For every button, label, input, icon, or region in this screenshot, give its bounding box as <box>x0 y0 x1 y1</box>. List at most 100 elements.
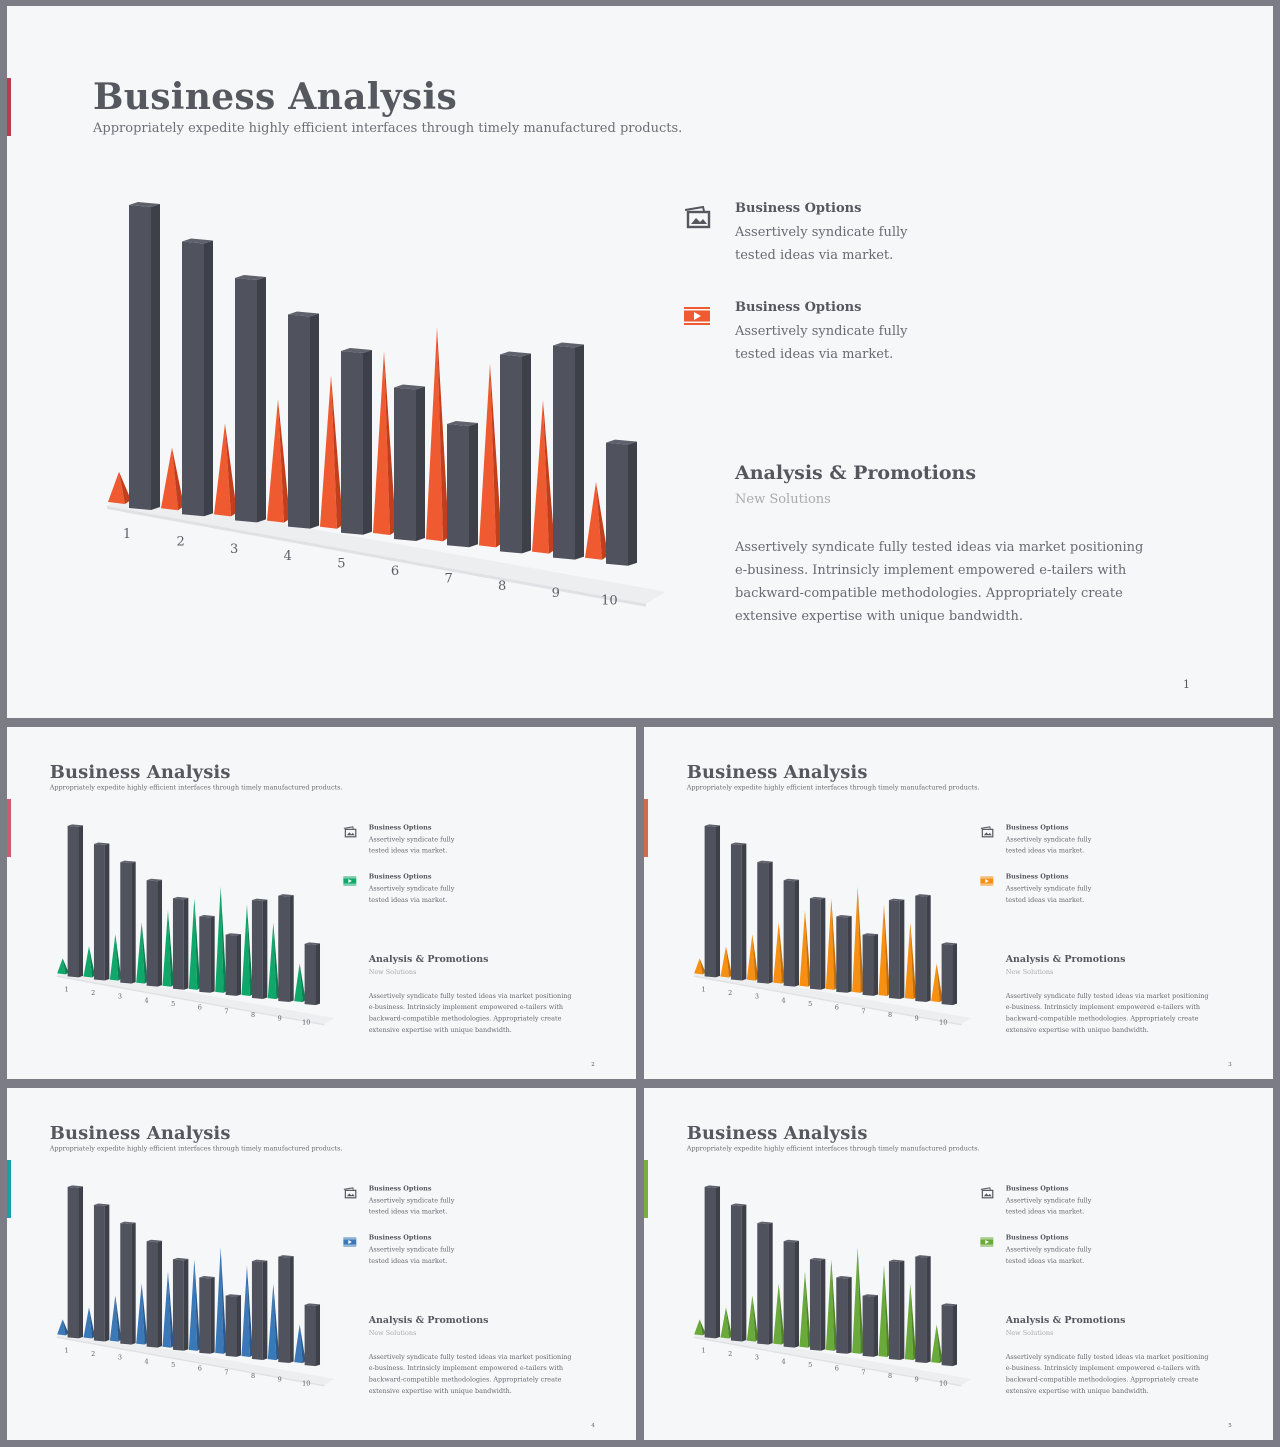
section-body: Assertively syndicate fully tested ideas… <box>1005 992 1209 1035</box>
section-subtitle: New Solutions <box>368 1329 417 1337</box>
cone-mark-shade <box>278 399 290 523</box>
bar-chart: 1 2 3 4 5 6 7 8 9 10 <box>56 824 335 1026</box>
cone-mark-shade <box>752 1295 759 1342</box>
bar-mark <box>783 1241 795 1348</box>
tick-label: 5 <box>808 1361 812 1369</box>
bar-mark <box>888 900 900 999</box>
section-title: Analysis & Promotions <box>1005 1314 1126 1326</box>
tick-label: 3 <box>118 1354 122 1362</box>
section-body: Assertively syndicate fully tested ideas… <box>1005 1353 1209 1396</box>
tick-label: 3 <box>230 542 238 557</box>
slide-subtitle: Appropriately expedite highly efficient … <box>49 1145 343 1153</box>
cone-mark <box>904 922 914 1000</box>
cone-mark-shade <box>141 922 148 984</box>
bar-mark <box>888 1261 900 1360</box>
tick-label: 5 <box>171 1000 175 1008</box>
bar-mark-side <box>847 1277 852 1354</box>
section-body: Assertively syndicate fully tested ideas… <box>368 992 572 1035</box>
cone-mark <box>825 898 835 990</box>
cone-mark <box>479 363 496 548</box>
bar-mark <box>606 442 628 566</box>
slide-thumbnail[interactable]: Business Analysis Appropriately expedite… <box>7 727 636 1079</box>
bar-mark <box>757 862 769 984</box>
bar-mark-top <box>704 1185 721 1188</box>
cone-mark <box>799 1271 808 1348</box>
bar-mark-side <box>157 879 163 987</box>
bar-mark <box>172 1259 184 1351</box>
cone-mark <box>931 963 940 1003</box>
cone-mark <box>532 400 549 554</box>
option-text: Assertively syndicate fully tested ideas… <box>1005 1245 1092 1265</box>
cone-mark-shade <box>115 1295 122 1342</box>
cone-mark-shade <box>62 958 69 975</box>
tick-label: 7 <box>861 1368 865 1376</box>
slide-thumbnail[interactable]: Business Analysis Appropriately expedite… <box>7 6 1273 718</box>
option-text: Assertively syndicate fully tested ideas… <box>735 225 908 263</box>
cone-mark-shade <box>220 886 227 993</box>
bar-mark-side <box>262 899 268 999</box>
bar-mark-side <box>104 1204 110 1342</box>
bar-mark-top <box>394 384 425 390</box>
bar-mark-side <box>469 423 478 548</box>
cone-mark <box>267 922 277 1000</box>
cone-mark <box>694 958 703 975</box>
option-title: Business Options <box>735 201 862 216</box>
bar-mark <box>730 844 742 981</box>
cone-mark-shade <box>115 934 122 981</box>
bar-mark-top <box>783 1239 800 1243</box>
slide-thumbnail[interactable]: Business Analysis Appropriately expedite… <box>644 727 1273 1079</box>
cone-mark-shade <box>299 963 306 1003</box>
bar-mark <box>120 1223 132 1345</box>
bar-mark <box>836 916 848 993</box>
cone-mark-shade <box>88 1307 95 1339</box>
option-text: Assertively syndicate fully tested ideas… <box>368 1196 455 1216</box>
cone-mark-shade <box>246 1265 253 1357</box>
bar-mark <box>757 1223 769 1345</box>
bar-mark-top <box>67 824 84 827</box>
cone-mark <box>825 1259 835 1351</box>
tick-label: 10 <box>939 1379 947 1387</box>
bar-mark <box>500 354 522 554</box>
tick-label: 4 <box>284 549 292 564</box>
cone-mark-shade <box>167 910 174 987</box>
bar-mark-side <box>952 1304 958 1367</box>
option-title: Business Options <box>368 1234 432 1242</box>
bar-mark-side <box>315 943 321 1006</box>
cone-mark-shade <box>273 922 280 1000</box>
slide-thumbnail[interactable]: Business Analysis Appropriately expedite… <box>644 1088 1273 1440</box>
chart-floor-edge <box>693 1336 962 1387</box>
bar-mark-top <box>304 1303 321 1306</box>
option-text: Assertively syndicate fully tested ideas… <box>1005 884 1092 904</box>
tick-label: 1 <box>702 1346 706 1354</box>
tick-label: 5 <box>171 1361 175 1369</box>
cone-mark-shade <box>384 351 396 535</box>
slide-thumbnail[interactable]: Business Analysis Appropriately expedite… <box>7 1088 636 1440</box>
cone-mark <box>267 399 284 523</box>
accent-bar <box>644 1160 648 1218</box>
tick-label: 1 <box>702 985 706 993</box>
bar-mark-top <box>120 1221 136 1225</box>
tick-label: 9 <box>278 1376 282 1384</box>
page-number: 4 <box>591 1421 595 1429</box>
cone-mark-shade <box>857 1247 864 1354</box>
section-body: Assertively syndicate fully tested ideas… <box>735 540 1144 624</box>
bar-mark-side <box>768 861 773 984</box>
bar-mark <box>146 880 158 987</box>
cone-mark <box>878 1265 887 1357</box>
bar-mark <box>225 934 237 996</box>
bar-mark-top <box>836 915 852 918</box>
cone-mark <box>57 1319 66 1336</box>
video-play-icon <box>980 875 994 887</box>
bar-mark-top <box>862 1294 879 1297</box>
cone-mark-shade <box>141 1283 148 1345</box>
tick-label: 4 <box>781 1357 785 1365</box>
bar-mark-side <box>522 353 531 554</box>
tick-label: 3 <box>755 993 759 1001</box>
bar-mark-side <box>78 825 84 978</box>
video-play-icon <box>343 875 357 887</box>
cone-mark <box>241 904 250 996</box>
cone-mark-shade <box>331 375 343 529</box>
bar-mark-side <box>289 1256 294 1364</box>
cone-mark <box>720 1307 729 1339</box>
bar-mark <box>836 1277 848 1354</box>
